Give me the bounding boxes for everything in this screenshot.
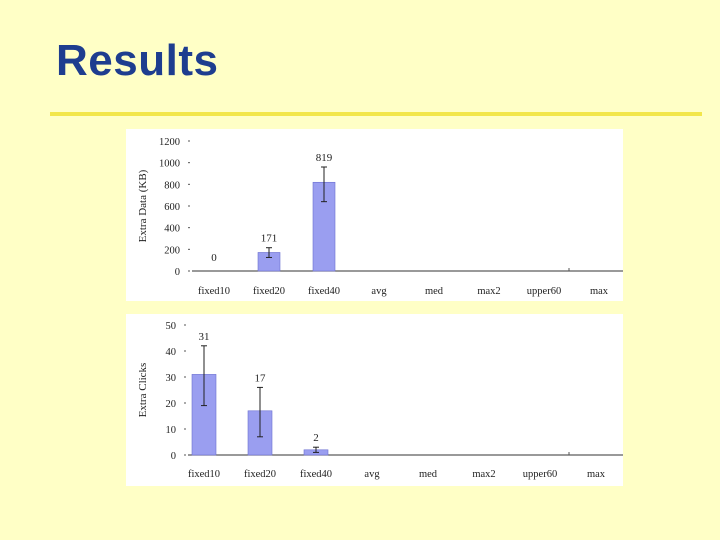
- data-label-fixed20: 17: [255, 372, 267, 384]
- data-label-fixed40: 2: [313, 432, 319, 444]
- extra-data-chart: Extra Data (KB) 0 200 400 600 800 1000 1200 fixe…: [126, 129, 623, 301]
- y-tick-label: 50: [166, 321, 177, 332]
- y-tick-label: 1200: [159, 137, 180, 148]
- x-tick-label: fixed20: [244, 469, 276, 480]
- y-tick-label: 200: [164, 245, 180, 256]
- data-label-fixed40: 819: [316, 152, 333, 164]
- x-tick-label: fixed40: [308, 286, 340, 297]
- data-label-fixed20: 171: [261, 233, 278, 245]
- data-label-fixed10: 0: [211, 252, 217, 264]
- y-tick-label: 30: [166, 373, 177, 384]
- x-tick-label: max: [590, 286, 609, 297]
- extra-data-chart-svg: Extra Data (KB) 0 200 400 600 800 1000 1200 fixe…: [137, 137, 623, 297]
- x-tick-label: avg: [364, 469, 380, 480]
- x-tick-label: med: [425, 286, 444, 297]
- y-tick-label: 20: [166, 399, 177, 410]
- y-tick-label: 0: [171, 451, 176, 462]
- y-tick-label: 600: [164, 202, 180, 213]
- slide-title: Results: [56, 36, 219, 85]
- x-tick-label: upper60: [527, 286, 561, 297]
- y-tick-label: 10: [166, 425, 177, 436]
- x-tick-label: fixed10: [198, 286, 230, 297]
- x-tick-label: med: [419, 469, 438, 480]
- data-label-fixed10: 31: [199, 331, 210, 343]
- x-tick-label: fixed10: [188, 469, 220, 480]
- x-tick-label: avg: [371, 286, 387, 297]
- y-axis-label: Extra Clicks: [137, 363, 149, 418]
- title-divider: [50, 112, 702, 116]
- x-tick-label: fixed20: [253, 286, 285, 297]
- y-tick-label: 400: [164, 224, 180, 235]
- x-tick-label: max2: [472, 469, 495, 480]
- y-tick-label: 1000: [159, 159, 180, 170]
- y-tick-label: 800: [164, 180, 180, 191]
- y-tick-label: 40: [166, 347, 177, 358]
- extra-clicks-chart-svg: Extra Clicks 0 10 20 30 40 50 fixed10 31 fixed20 1…: [137, 321, 623, 480]
- x-tick-label: max: [587, 469, 606, 480]
- x-tick-label: fixed40: [300, 469, 332, 480]
- x-tick-label: max2: [477, 286, 500, 297]
- x-tick-label: upper60: [523, 469, 557, 480]
- y-axis-label: Extra Data (KB): [137, 169, 149, 242]
- extra-clicks-chart: Extra Clicks 0 10 20 30 40 50 fixed10 31 fixed20 1…: [126, 314, 623, 486]
- y-tick-label: 0: [175, 267, 180, 278]
